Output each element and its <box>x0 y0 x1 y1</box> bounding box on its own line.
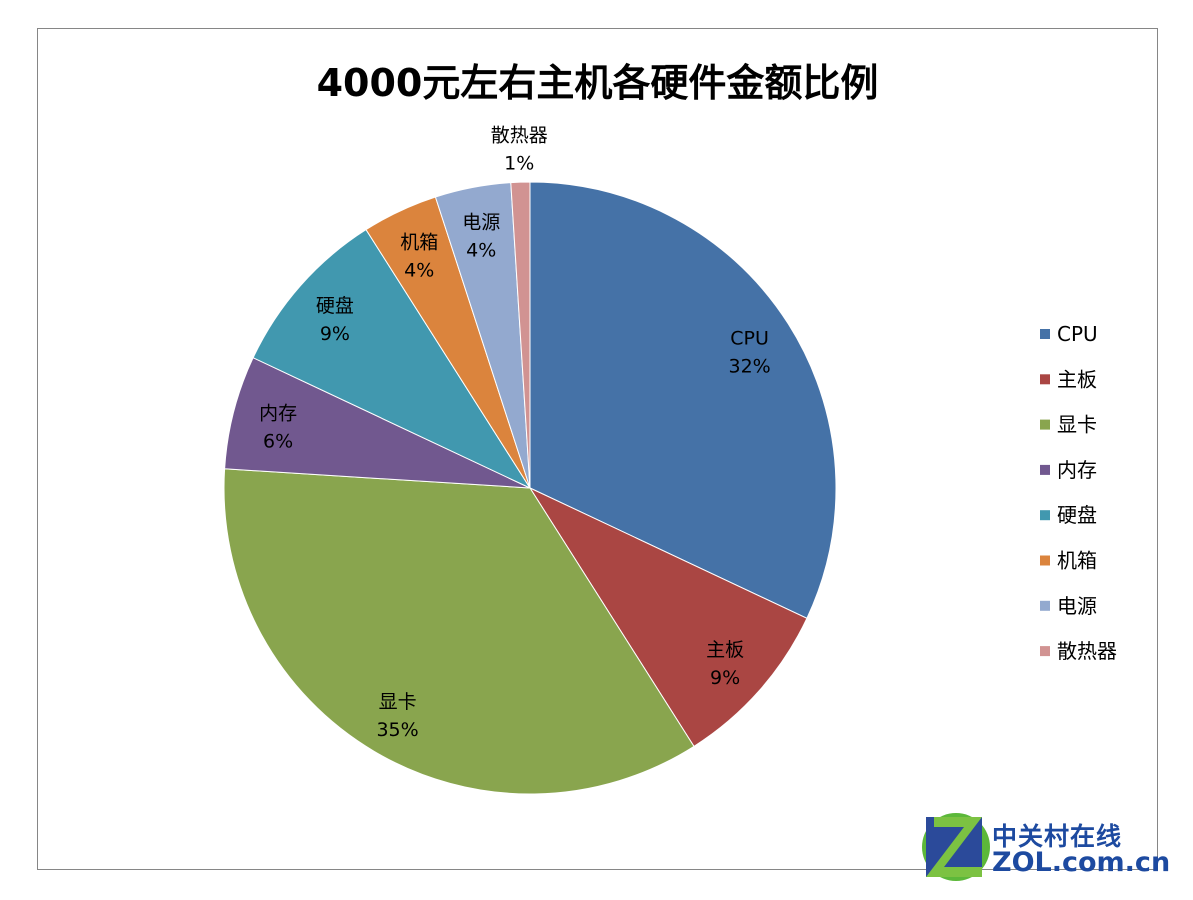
pie-slice-4 <box>252 228 532 490</box>
slice-label-name: 内存 <box>259 402 297 424</box>
logo-text-en: ZOL.com.cn <box>992 847 1171 878</box>
legend-swatch <box>1040 464 1050 475</box>
pie-slice-7 <box>510 181 531 489</box>
legend-label: 主板 <box>1057 367 1097 391</box>
legend-label: 机箱 <box>1057 549 1097 573</box>
zol-logo-icon <box>922 813 990 881</box>
slice-label-value: 35% <box>376 719 418 741</box>
slice-label-value: 6% <box>263 430 293 452</box>
slice-label-name: 硬盘 <box>316 295 354 317</box>
pie-slice-1 <box>528 486 808 748</box>
chart-title: 4000元左右主机各硬件金额比例 <box>316 61 879 105</box>
legend-swatch <box>1040 555 1050 566</box>
legend-swatch <box>1040 419 1050 430</box>
legend-swatch <box>1040 646 1050 657</box>
legend-label: 电源 <box>1057 594 1097 618</box>
slice-label-value: 32% <box>728 356 770 378</box>
legend-label: 散热器 <box>1057 639 1117 663</box>
slice-label-value: 4% <box>466 240 496 262</box>
pie-slice-2 <box>223 468 695 795</box>
zol-logo: 中关村在线 ZOL.com.cn <box>920 805 1180 885</box>
legend-label: 内存 <box>1057 458 1097 482</box>
legend-label: CPU <box>1057 322 1098 346</box>
slice-label-name: 主板 <box>706 639 744 661</box>
chart-frame <box>37 28 1158 870</box>
legend-label: 显卡 <box>1057 413 1097 437</box>
slice-label-value: 1% <box>504 152 534 174</box>
slice-label-value: 9% <box>710 667 740 689</box>
slice-label-name: 散热器 <box>491 124 548 146</box>
slice-label-name: 电源 <box>462 212 500 234</box>
legend-label: 硬盘 <box>1057 503 1097 527</box>
logo-text-cn: 中关村在线 <box>992 822 1123 851</box>
legend-swatch <box>1040 374 1050 385</box>
slice-label-name: 显卡 <box>379 691 417 713</box>
slice-label-name: CPU <box>730 328 769 350</box>
slice-label-name: 机箱 <box>400 232 438 254</box>
legend-swatch <box>1040 600 1050 611</box>
legend-swatch <box>1040 510 1050 521</box>
legend-swatch <box>1040 329 1050 339</box>
slice-label-value: 9% <box>320 323 350 345</box>
slice-label-value: 4% <box>404 260 434 282</box>
pie-slice-0 <box>529 181 837 619</box>
